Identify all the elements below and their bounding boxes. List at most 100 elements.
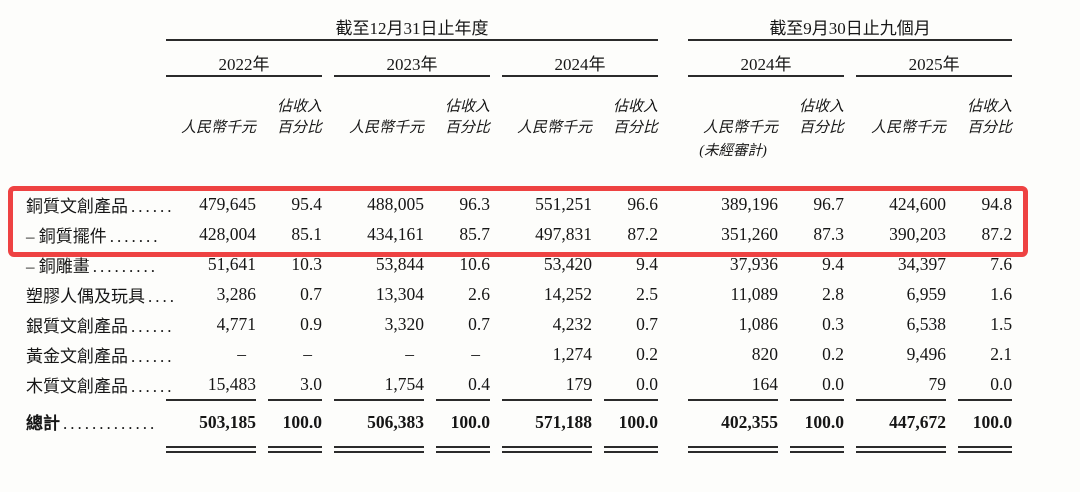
dot-leader: ...... xyxy=(131,196,175,216)
dot-leader: .... xyxy=(148,286,177,306)
column-gap xyxy=(322,400,334,443)
amount-unit-header: 人民幣千元 xyxy=(180,120,256,136)
column-gap xyxy=(946,369,958,400)
pct-cell: 1.5 xyxy=(990,313,1013,334)
pct-cell: 96.3 xyxy=(459,193,490,214)
year-header-row: 2022年 2023年 2024年 2024年 2025年 xyxy=(26,40,1013,77)
column-gap xyxy=(592,219,604,249)
column-gap xyxy=(490,189,502,219)
amount-cell: 53,844 xyxy=(375,253,424,274)
table-row: 塑膠人偶及玩具.... 3,286 0.7 13,304 2.6 14,252 2.5 11,… xyxy=(26,279,1012,309)
pct-cell: 100.0 xyxy=(972,411,1013,432)
column-gap xyxy=(592,309,604,339)
table-row: 銅質文創產品...... 479,645 95.4 488,005 96.3 551,25… xyxy=(26,189,1012,219)
table-row: – 銅雕畫......... 51,641 10.3 53,844 10.6 53,420… xyxy=(26,249,1012,279)
unaudited-note: (未經審計) xyxy=(699,143,767,159)
pct-cell: 2.6 xyxy=(468,283,490,304)
amount-unit-header: 人民幣千元 xyxy=(516,120,592,136)
amount-cell: 3,286 xyxy=(216,283,256,304)
column-gap xyxy=(490,219,502,249)
double-rule xyxy=(604,443,659,453)
column-gap xyxy=(844,369,856,400)
column-gap xyxy=(778,400,790,443)
group-header-annual: 截至12月31日止年度 xyxy=(166,13,659,41)
row-label: – 銅雕畫......... xyxy=(26,256,158,276)
amount-cell: 11,089 xyxy=(730,283,779,304)
column-gap xyxy=(256,279,268,309)
pct-unit-header: 佔收入 百分比 xyxy=(799,99,845,136)
dot-leader: ...... xyxy=(131,377,175,396)
column-gap xyxy=(424,189,436,219)
row-label: 塑膠人偶及玩具.... xyxy=(26,286,177,306)
column-gap xyxy=(322,309,334,339)
amount-cell: 551,251 xyxy=(535,193,592,214)
amount-cell: – xyxy=(237,343,246,364)
amount-cell: 497,831 xyxy=(535,223,592,244)
revenue-breakdown-table: 截至12月31日止年度 截至9月30日止九個月 2022年 2023年 2024… xyxy=(26,13,1013,453)
units-header-row: 人民幣千元 佔收入 百分比 人民幣千元 佔收入 百分比 人民幣千元 佔收入 xyxy=(26,76,1012,139)
column-gap xyxy=(592,400,604,443)
pct-cell: 0.0 xyxy=(958,369,1013,401)
column-gap xyxy=(26,443,166,453)
pct-cell: 100.0 xyxy=(804,411,845,432)
column-gap xyxy=(946,279,958,309)
amount-cell: 351,260 xyxy=(721,223,779,244)
amount-unit-header: 人民幣千元 xyxy=(703,120,779,136)
amount-cell: 1,754 xyxy=(334,369,424,401)
row-label: 總計............. xyxy=(26,414,158,433)
column-gap xyxy=(844,400,856,443)
pct-cell: 87.2 xyxy=(627,223,659,244)
amount-cell: 179 xyxy=(502,369,592,401)
amount-cell: 51,641 xyxy=(207,253,256,274)
amount-cell: 1,086 xyxy=(738,313,779,334)
row-label: 黃金文創產品...... xyxy=(26,346,175,366)
pct-cell: 0.7 xyxy=(636,313,659,334)
column-gap xyxy=(658,189,688,219)
column-gap xyxy=(322,443,334,453)
table-row: 銀質文創產品...... 4,771 0.9 3,320 0.7 4,232 0.7 1,08… xyxy=(26,309,1012,339)
pct-cell: 2.8 xyxy=(822,283,845,304)
pct-cell: – xyxy=(471,343,480,364)
column-gap xyxy=(778,279,790,309)
column-gap xyxy=(778,249,790,279)
amount-cell: 164 xyxy=(688,369,779,401)
column-gap xyxy=(424,279,436,309)
column-gap xyxy=(946,219,958,249)
table-row: 黃金文創產品...... – – – – 1,274 0.2 820 0.2 9,496 2.1 xyxy=(26,339,1012,369)
column-gap xyxy=(322,279,334,309)
amount-cell: 6,538 xyxy=(906,313,947,334)
column-gap xyxy=(946,400,958,443)
amount-cell: 1,274 xyxy=(552,343,592,364)
column-gap xyxy=(490,309,502,339)
double-rule xyxy=(502,443,592,453)
pct-cell: 9.4 xyxy=(822,253,845,274)
amount-cell: 424,600 xyxy=(889,193,947,214)
amount-cell: 13,304 xyxy=(375,283,424,304)
amount-cell: 506,383 xyxy=(367,411,424,432)
column-gap xyxy=(778,309,790,339)
column-gap xyxy=(256,443,268,453)
table-row: 木質文創產品...... 15,483 3.0 1,754 0.4 179 0.0 164 0.… xyxy=(26,369,1013,401)
double-rule xyxy=(268,443,322,453)
column-gap xyxy=(658,400,688,443)
pct-unit-header: 佔收入 百分比 xyxy=(276,99,322,136)
column-gap xyxy=(424,309,436,339)
pct-cell: 85.7 xyxy=(459,223,490,244)
column-gap xyxy=(322,339,334,369)
pct-cell: 100.0 xyxy=(282,411,322,432)
column-gap xyxy=(844,219,856,249)
column-gap xyxy=(592,279,604,309)
pct-cell: 3.0 xyxy=(268,369,322,401)
column-gap xyxy=(424,400,436,443)
dot-leader: ...... xyxy=(131,316,175,336)
group-header-row: 截至12月31日止年度 截至9月30日止九個月 xyxy=(26,13,1013,41)
column-gap xyxy=(424,249,436,279)
amount-cell: 479,645 xyxy=(199,193,256,214)
column-gap xyxy=(778,219,790,249)
dot-leader: ...... xyxy=(131,346,175,366)
column-gap xyxy=(490,443,502,453)
pct-unit-header: 佔收入 百分比 xyxy=(613,99,659,136)
column-gap xyxy=(844,443,856,453)
amount-cell: 3,320 xyxy=(384,313,424,334)
column-gap xyxy=(256,309,268,339)
